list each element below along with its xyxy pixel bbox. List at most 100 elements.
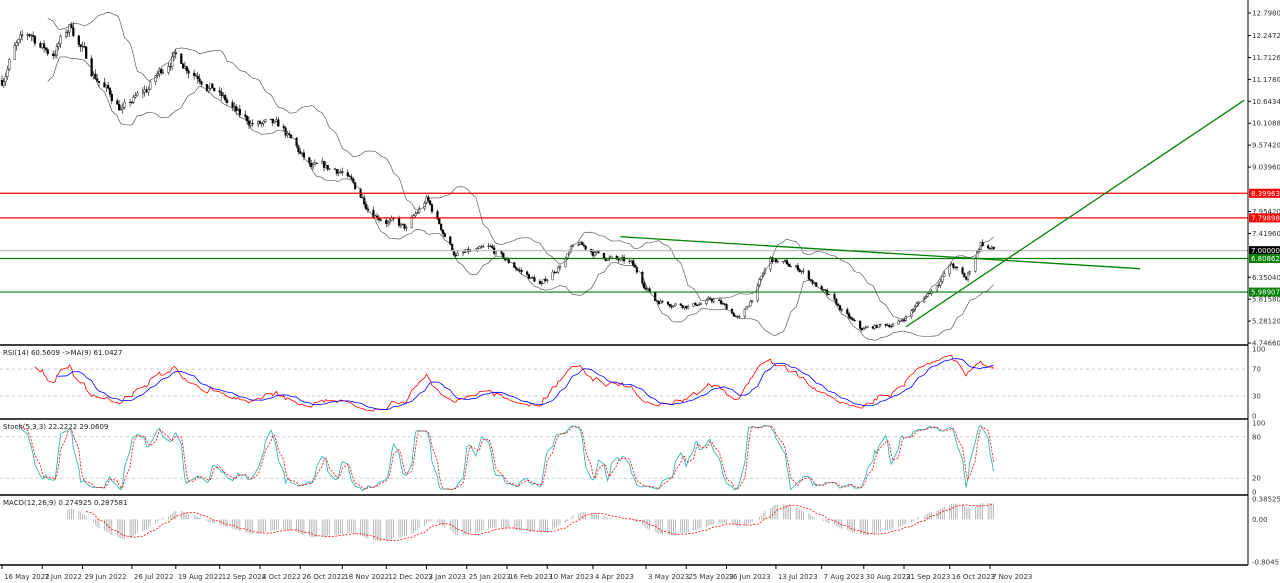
level-tag-label: 7.79898 [1251,214,1280,222]
candle-bear [44,47,48,50]
candle-bear [988,247,992,249]
price-tick-label: 5.28120 [1252,318,1280,326]
level-tag [1249,253,1280,263]
rsi-tick-label: 0 [1252,413,1256,421]
candle-bull [64,32,68,37]
candle-bear [666,301,670,305]
candle-bull [399,224,402,226]
candle-bull [712,299,715,302]
candle-bull [6,68,9,77]
candle-bull [487,245,490,247]
date-tick-label: 13 Jul 2023 [778,573,818,581]
macd-tick-label: 0.385255 [1252,496,1280,504]
candle-bull [866,326,869,328]
candle-bull [879,324,882,326]
candle-bear [807,270,810,280]
candle-bear [602,252,606,259]
candle-bull [697,304,701,306]
candle-bull [17,39,20,44]
candle-bull [950,263,953,266]
candle-bull [81,46,84,48]
candle-bear [789,266,792,268]
date-tick-label: 4 Apr 2023 [595,573,634,581]
candle-bull [630,260,633,263]
candle-bull [551,271,554,281]
candle-bull [966,272,970,280]
candle-bull [692,302,695,307]
candle-bull [494,251,498,254]
candle-bear [584,245,587,250]
date-tick-label: 16 Feb 2023 [509,573,553,581]
candle-bear [116,100,119,105]
candle-bear [694,302,697,306]
candle-bear [72,27,75,37]
stoch-signal-line [20,425,995,490]
candle-bear [440,223,443,231]
candle-bull [15,42,18,46]
candle-bear [533,277,536,282]
candle-bear [251,123,254,125]
candle-bear [341,171,344,173]
candle-bear [721,303,724,305]
candle-bull [55,46,58,56]
candle-bear [277,119,280,127]
stoch-main-line [16,424,995,492]
candle-bear [902,319,906,321]
rsi-tick-label: 70 [1252,366,1261,374]
candle-bear [46,49,49,54]
candle-bear [681,305,684,308]
date-tick-label: 4 Oct 2022 [262,573,301,581]
date-tick-label: 3 May 2023 [648,573,689,581]
candle-bull [386,221,390,224]
candle-bull [579,242,582,245]
candle-bull [339,171,342,173]
candle-bull [901,319,904,322]
candle-bear [397,218,401,226]
candle-bull [558,266,562,268]
candle-bull [128,101,132,103]
candle-bull [939,281,942,286]
price-tick-label: 11.17800 [1252,76,1280,84]
candle-bull [687,306,690,309]
candle-bull [149,81,152,90]
rsi-ma-line [56,358,994,410]
candle-bear [661,301,664,303]
candle-bear [502,253,505,259]
candle-bull [595,251,598,253]
candle-bear [180,53,183,64]
bollinger-upper [47,12,994,320]
candle-bull [412,215,415,218]
date-tick-label: 7 Jun 2022 [44,573,82,581]
candle-bull [183,66,187,69]
candle-bear [103,82,106,88]
candle-bear [837,304,840,306]
candle-bear [527,274,531,279]
macd-tick-label: -0.804576 [1252,559,1280,567]
candle-bear [90,58,93,77]
candle-bear [429,200,432,205]
price-tick-label: 12.24720 [1252,32,1280,40]
date-tick-label: 19 Aug 2022 [178,573,223,581]
date-tick-label: 21 Sep 2023 [906,573,950,581]
candle-bull [264,119,267,122]
candle-bull [862,328,865,331]
candle-bull [557,266,560,273]
candle-bear [774,258,778,263]
candle-bull [207,88,210,92]
candle-bear [70,24,73,28]
price-tick-label: 6.35040 [1252,274,1280,282]
candle-bull [154,75,157,83]
candle-bull [756,285,759,301]
candle-bull [410,217,413,228]
candle-bear [553,271,556,273]
candle-bull [943,273,946,277]
candle-bear [643,283,646,289]
candle-bear [838,305,842,311]
price-tick-label: 7.41960 [1252,230,1280,238]
rsi-header: RSI(14) 60.5609 ->MA(9) 61.0427 [3,349,122,357]
candle-bull [593,252,596,256]
price-tick-label: 10.64340 [1252,98,1280,106]
candle-bull [529,276,532,279]
candle-bear [454,254,457,257]
